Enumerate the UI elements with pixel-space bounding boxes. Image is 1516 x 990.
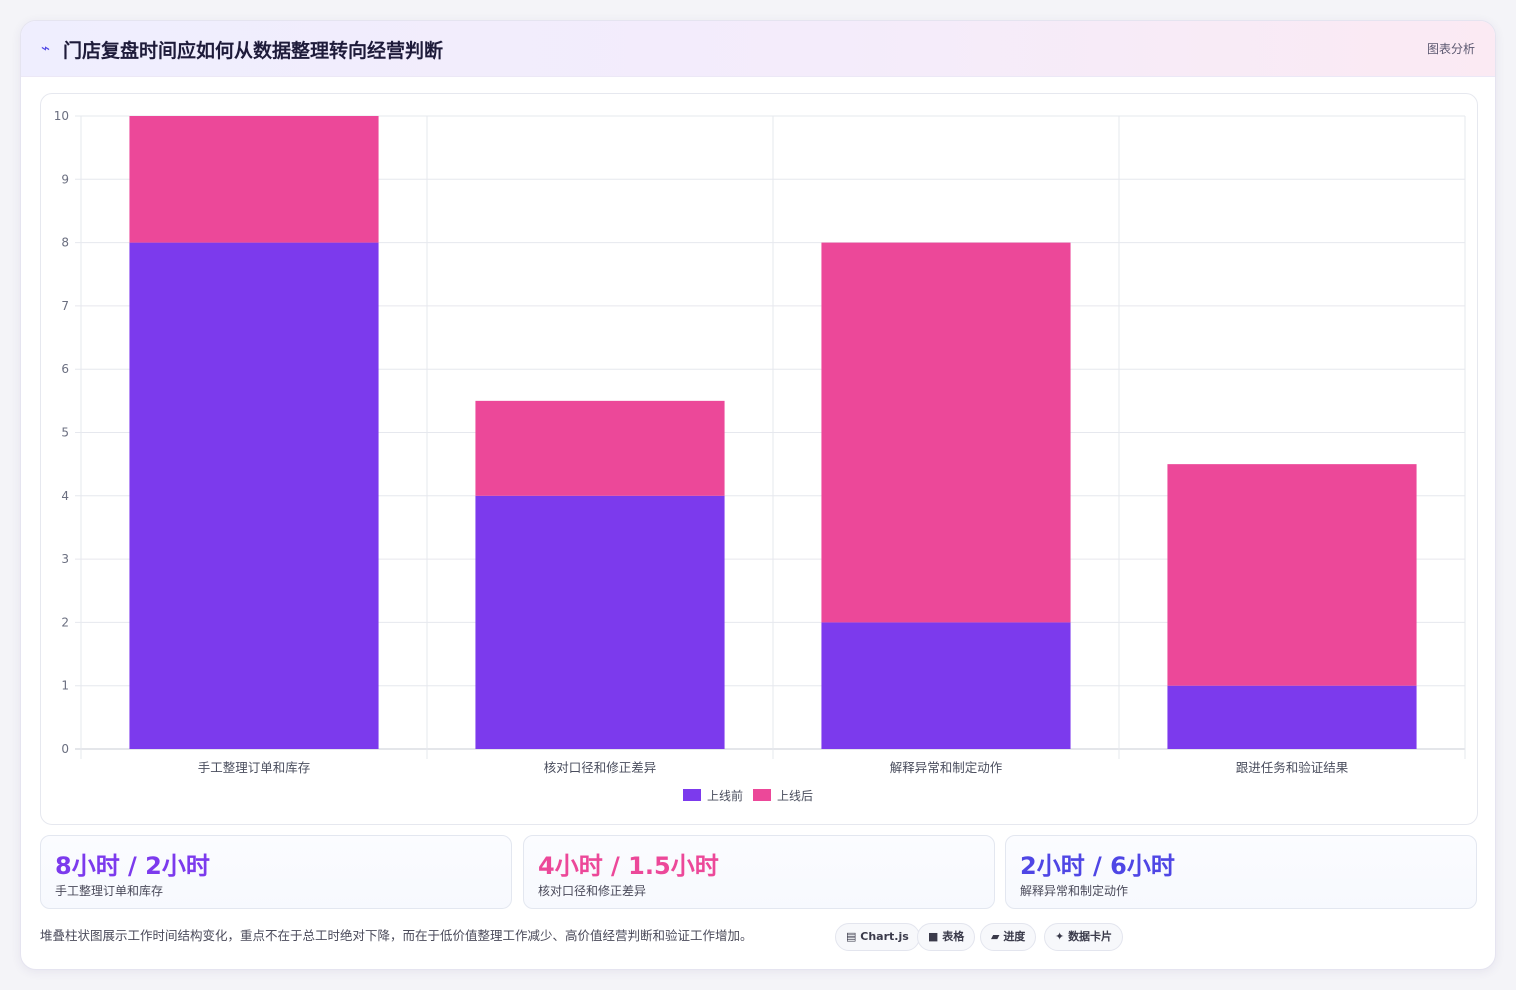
stacked-bar-chart: 0 1 2 3 4 5 6 7 8 9 10 手工整理订单和库存 核对口径和修正差异 解释异常和制定动作 跟… [54, 109, 1466, 803]
chart-line-icon: ⌁ [41, 39, 51, 57]
y-tick-label: 5 [61, 426, 69, 440]
legend-swatch [683, 789, 701, 801]
y-tick-label: 3 [61, 552, 69, 566]
y-tick-label: 1 [61, 679, 69, 693]
stat-value: 4小时 / 1.5小时 [538, 852, 719, 880]
y-tick-label: 7 [61, 299, 69, 313]
chart-note: 堆叠柱状图展示工作时间结构变化，重点不在于总工时绝对下降，而在于低价值整理工作减… [40, 928, 753, 943]
stat-label: 手工整理订单和库存 [55, 884, 164, 898]
bar-segment [821, 622, 1071, 749]
y-tick-label: 9 [61, 172, 69, 186]
chart-card: ⌁ 门店复盘时间应如何从数据整理转向经营判断 图表分析 0 1 2 3 4 5 6 7 8 9 10… [20, 20, 1496, 970]
stat-card-3: 2小时 / 6小时 解释异常和制定动作 [1005, 835, 1477, 909]
legend-swatch [753, 789, 771, 801]
stat-card-2: 4小时 / 1.5小时 核对口径和修正差异 [523, 835, 995, 909]
tag-label: 进度 [1003, 930, 1026, 943]
x-tick-label: 解释异常和制定动作 [890, 760, 1003, 775]
bar-segment [1167, 464, 1417, 686]
chart-analysis-badge: 图表分析 [1426, 42, 1475, 56]
table-icon: ■ [928, 930, 939, 943]
tag-label: 数据卡片 [1068, 930, 1113, 943]
y-tick-label: 4 [61, 489, 69, 503]
progress-icon: ▰ [991, 930, 1000, 943]
stat-card-1: 8小时 / 2小时 手工整理订单和库存 [40, 835, 512, 909]
bar-segment [129, 116, 379, 243]
bar-segment [1167, 685, 1417, 749]
stat-label: 核对口径和修正差异 [538, 884, 647, 898]
tag-data-card[interactable]: ✦ 数据卡片 [1044, 923, 1124, 951]
x-tick-label: 跟进任务和验证结果 [1236, 760, 1349, 775]
x-tick-label: 手工整理订单和库存 [198, 760, 311, 775]
chart-container: 0 1 2 3 4 5 6 7 8 9 10 手工整理订单和库存 核对口径和修正差异 解释异常和制定动作 跟… [40, 93, 1478, 825]
chart-icon: ▤ [846, 930, 857, 943]
page-title: 门店复盘时间应如何从数据整理转向经营判断 [63, 40, 444, 62]
bar-segment [821, 242, 1071, 623]
sparkle-icon: ✦ [1055, 930, 1065, 943]
card-header: ⌁ 门店复盘时间应如何从数据整理转向经营判断 图表分析 [21, 21, 1495, 77]
stat-value: 2小时 / 6小时 [1020, 852, 1175, 880]
tag-progress[interactable]: ▰ 进度 [980, 923, 1037, 951]
stat-value: 8小时 / 2小时 [55, 852, 210, 880]
x-tick-label: 核对口径和修正差异 [544, 760, 657, 775]
y-tick-label: 8 [61, 236, 69, 250]
y-tick-label: 10 [54, 109, 69, 123]
stat-label: 解释异常和制定动作 [1020, 884, 1129, 898]
y-tick-label: 6 [61, 362, 69, 376]
y-tick-label: 0 [61, 742, 69, 756]
tag-label: Chart.js [860, 930, 909, 943]
bar-segment [475, 400, 725, 496]
legend-label: 上线后 [777, 789, 813, 803]
bar-segment [475, 495, 725, 749]
bar-segment [129, 242, 379, 749]
tag-chartjs[interactable]: ▤ Chart.js [835, 923, 920, 951]
y-tick-label: 2 [61, 615, 69, 629]
tag-label: 表格 [942, 930, 965, 943]
legend-label: 上线前 [707, 788, 743, 803]
tag-table[interactable]: ■ 表格 [917, 923, 976, 951]
